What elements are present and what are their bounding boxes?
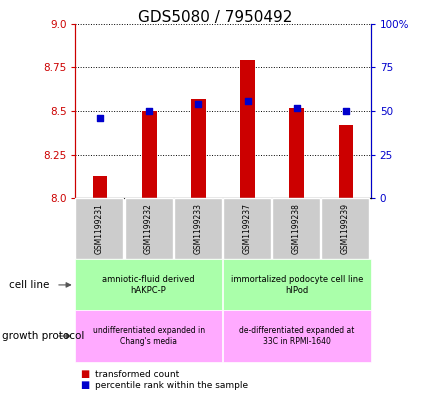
Bar bbox=[240, 60, 255, 198]
Text: amniotic-fluid derived
hAKPC-P: amniotic-fluid derived hAKPC-P bbox=[102, 275, 194, 295]
Bar bbox=[338, 125, 353, 198]
Bar bbox=[92, 176, 107, 198]
Text: GSM1199237: GSM1199237 bbox=[242, 204, 251, 254]
Text: cell line: cell line bbox=[9, 280, 49, 290]
Text: GSM1199239: GSM1199239 bbox=[340, 204, 349, 254]
Bar bbox=[141, 111, 156, 198]
Point bbox=[342, 108, 349, 114]
Text: undifferentiated expanded in
Chang's media: undifferentiated expanded in Chang's med… bbox=[92, 326, 204, 346]
Text: de-differentiated expanded at
33C in RPMI-1640: de-differentiated expanded at 33C in RPM… bbox=[239, 326, 354, 346]
Text: GSM1199233: GSM1199233 bbox=[193, 204, 202, 254]
Text: immortalized podocyte cell line
hIPod: immortalized podocyte cell line hIPod bbox=[230, 275, 362, 295]
Point bbox=[293, 105, 300, 111]
Bar bbox=[289, 108, 304, 198]
Bar bbox=[190, 99, 206, 198]
Point bbox=[96, 115, 103, 121]
Text: GDS5080 / 7950492: GDS5080 / 7950492 bbox=[138, 10, 292, 25]
Point bbox=[244, 97, 251, 104]
Text: growth protocol: growth protocol bbox=[2, 331, 84, 341]
Point bbox=[145, 108, 152, 114]
Text: transformed count: transformed count bbox=[95, 370, 178, 378]
Point bbox=[194, 101, 201, 107]
Text: GSM1199238: GSM1199238 bbox=[291, 204, 300, 254]
Text: ■: ■ bbox=[80, 369, 89, 379]
Text: ■: ■ bbox=[80, 380, 89, 390]
Text: GSM1199232: GSM1199232 bbox=[144, 204, 153, 254]
Text: GSM1199231: GSM1199231 bbox=[95, 204, 104, 254]
Text: percentile rank within the sample: percentile rank within the sample bbox=[95, 381, 247, 389]
